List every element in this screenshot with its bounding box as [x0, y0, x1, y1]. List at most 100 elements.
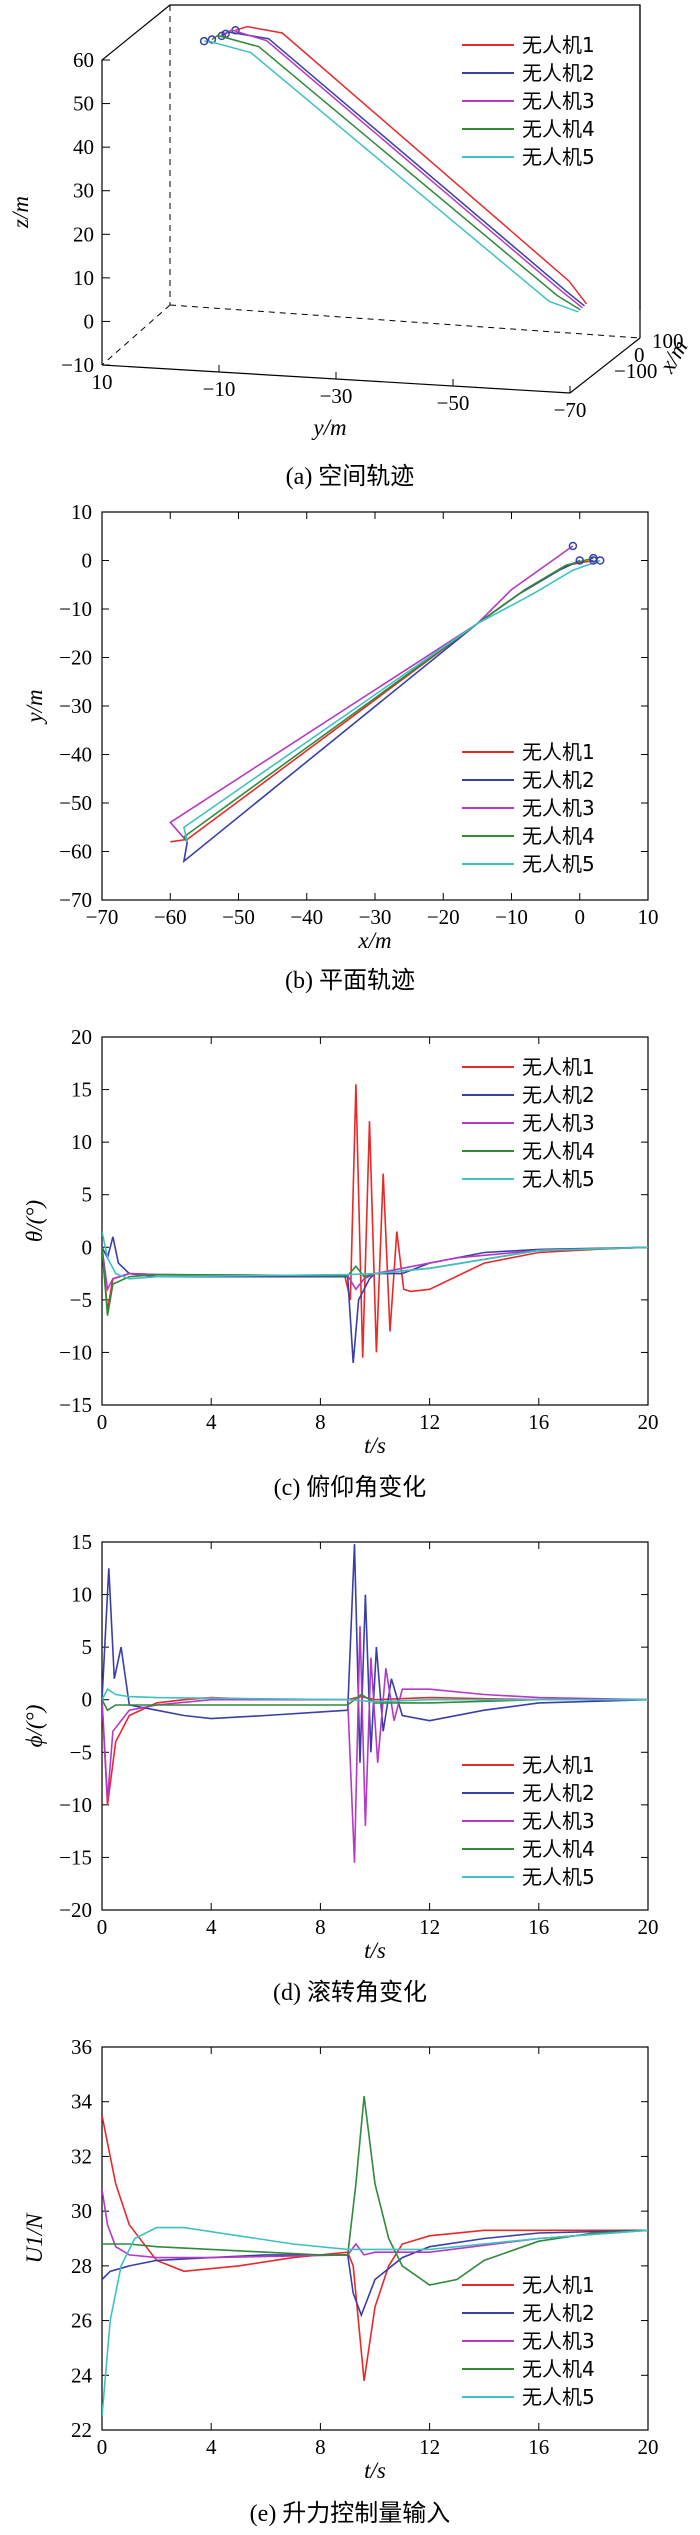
- b-legend-label-3: 无人机3: [522, 796, 595, 820]
- d-series-line-5: [102, 1688, 648, 1703]
- b-xtick-label-4: −30: [359, 905, 392, 929]
- a-series-line-3: [225, 29, 583, 309]
- c-xtick-label-0: 0: [97, 1410, 108, 1434]
- e-ytick-label-3: 30: [71, 2199, 92, 2223]
- d-ytick-label-0: 15: [71, 1530, 92, 1554]
- e-ytick-label-2: 32: [71, 2144, 92, 2168]
- c-legend-label-5: 无人机5: [522, 1167, 595, 1191]
- a-box-hidden-back: [169, 304, 641, 339]
- e-ytick-label-5: 26: [71, 2309, 92, 2333]
- c-legend-label-3: 无人机3: [522, 1111, 595, 1135]
- d-xtick-label-3: 12: [419, 1915, 440, 1939]
- a-ztick-label-5: 10: [73, 266, 94, 290]
- c-ylabel: θ/(°): [22, 1200, 47, 1242]
- e-legend-label-1: 无人机1: [522, 2273, 595, 2297]
- c-series-line-3: [102, 1246, 648, 1292]
- e-ytick-label-4: 28: [71, 2254, 92, 2278]
- d-ylabel: ϕ/(°): [22, 1705, 47, 1748]
- d-xlabel: t/s: [364, 1938, 386, 1963]
- c-ytick-label-0: 20: [71, 1025, 92, 1049]
- e-ytick-label-6: 24: [71, 2363, 93, 2387]
- panel-d: 0 4 8 12 16 20 15 10 5 0 −5 −10 −15 −20 t/s ϕ/(°) 无人机1 无人…: [0, 1510, 700, 2015]
- d-xtick-label-5: 20: [638, 1915, 659, 1939]
- b-ytick-label-0: 10: [71, 500, 92, 524]
- d-plot-frame: [101, 1541, 649, 1911]
- e-legend-label-2: 无人机2: [522, 2301, 595, 2325]
- panel-a: 60 50 40 30 20 10 0 −10 z/m 10 −10 −30 −50 −70 y/m −100…: [0, 0, 700, 500]
- e-series-line-1: [102, 2115, 648, 2381]
- b-ytick-label-7: −60: [59, 840, 92, 864]
- e-xtick-label-5: 20: [638, 2435, 659, 2459]
- c-xtick-label-3: 12: [419, 1410, 440, 1434]
- a-ztick-label-7: −10: [61, 353, 94, 377]
- b-xtick-label-5: −20: [427, 905, 460, 929]
- d-xtick-label-1: 4: [206, 1915, 217, 1939]
- a-ztick-label-6: 0: [84, 309, 95, 333]
- a-start-marker-5: [199, 36, 209, 46]
- b-legend-label-5: 无人机5: [522, 852, 595, 876]
- e-series-line-2: [102, 2229, 648, 2318]
- e-series-line-5: [102, 2226, 648, 2417]
- a-ytick-label-3: −50: [437, 391, 470, 415]
- d-xtick-label-4: 16: [528, 1915, 549, 1939]
- chart-b: −70 −60 −50 −40 −30 −20 −10 0 10 10 0 −10 −20 −30 −40 −…: [22, 500, 659, 953]
- c-ytick-label-1: 15: [71, 1078, 92, 1102]
- c-series-line-5: [102, 1231, 648, 1280]
- b-xtick-label-2: −50: [222, 905, 255, 929]
- chart-c: 0 4 8 12 16 20 20 15 10 5 0 −5 −10 −15 t/s θ/(°) 无人机1 无人机…: [22, 1025, 659, 1458]
- d-legend-label-3: 无人机3: [522, 1809, 595, 1833]
- a-ztick-label-3: 30: [73, 179, 94, 203]
- d-ytick-label-4: −5: [70, 1740, 92, 1764]
- b-ytick-label-6: −50: [59, 791, 92, 815]
- b-series-line-4: [182, 557, 594, 843]
- e-ytick-label-7: 22: [71, 2418, 92, 2442]
- panel-b: −70 −60 −50 −40 −30 −20 −10 0 10 10 0 −10 −20 −30 −40 −…: [0, 500, 700, 1005]
- b-legend-label-4: 无人机4: [522, 824, 595, 848]
- a-ytick-label-4: −70: [554, 398, 587, 422]
- b-legend-label-2: 无人机2: [522, 768, 595, 792]
- e-ytick-label-1: 34: [71, 2090, 93, 2114]
- b-xtick-label-6: −10: [495, 905, 528, 929]
- b-start-marker-5: [595, 556, 605, 565]
- c-ytick-label-3: 5: [82, 1183, 93, 1207]
- c-legend-label-2: 无人机2: [522, 1083, 595, 1107]
- a-start-marker-4: [207, 35, 217, 44]
- c-xtick-label-5: 20: [638, 1410, 659, 1434]
- d-xtick-label-0: 0: [97, 1915, 108, 1939]
- c-xlabel: t/s: [364, 1433, 386, 1458]
- d-series-line-2: [102, 1544, 648, 1763]
- a-series-line-1: [235, 25, 588, 305]
- e-ytick-label-0: 36: [71, 2035, 92, 2059]
- b-ytick-label-8: −70: [59, 888, 92, 912]
- a-legend-label-3: 无人机3: [522, 89, 595, 113]
- d-xtick-label-2: 8: [315, 1915, 326, 1939]
- a-ztick-label-2: 40: [73, 135, 94, 159]
- a-series-line-4: [211, 34, 581, 311]
- e-ylabel: U1/N: [22, 2212, 47, 2264]
- a-legend-label-2: 无人机2: [522, 61, 595, 85]
- a-box-edges: [101, 4, 641, 365]
- d-series-line-4: [102, 1693, 648, 1712]
- panel-e: 0 4 8 12 16 20 36 34 32 30 28 26 24 22 t/s U1/N 无人机1 无人机2…: [0, 2015, 700, 2535]
- a-ztick-label-1: 50: [73, 92, 94, 116]
- b-xlabel: x/m: [357, 928, 391, 953]
- c-xtick-label-1: 4: [206, 1410, 217, 1434]
- b-ytick-label-3: −20: [59, 646, 92, 670]
- e-xtick-label-4: 16: [528, 2435, 549, 2459]
- d-legend-label-4: 无人机4: [522, 1837, 595, 1861]
- d-legend-label-5: 无人机5: [522, 1865, 595, 1889]
- b-ytick-label-1: 0: [82, 549, 93, 573]
- e-legend-label-4: 无人机4: [522, 2357, 595, 2381]
- a-box-bottom-right: [569, 337, 641, 394]
- d-ytick-label-6: −15: [59, 1845, 92, 1869]
- caption-b: (b) 平面轨迹: [285, 968, 415, 994]
- d-ytick-label-1: 10: [71, 1583, 92, 1607]
- caption-d: (d) 滚转角变化: [273, 1980, 427, 2006]
- d-ytick-label-5: −10: [59, 1793, 92, 1817]
- b-series-line-5: [182, 559, 601, 842]
- a-legend-label-1: 无人机1: [522, 33, 595, 57]
- c-plot-frame: [101, 1036, 649, 1406]
- b-xtick-label-8: 10: [638, 905, 659, 929]
- a-xtick-label-2: 100: [652, 329, 684, 353]
- b-legend-label-1: 无人机1: [522, 740, 595, 764]
